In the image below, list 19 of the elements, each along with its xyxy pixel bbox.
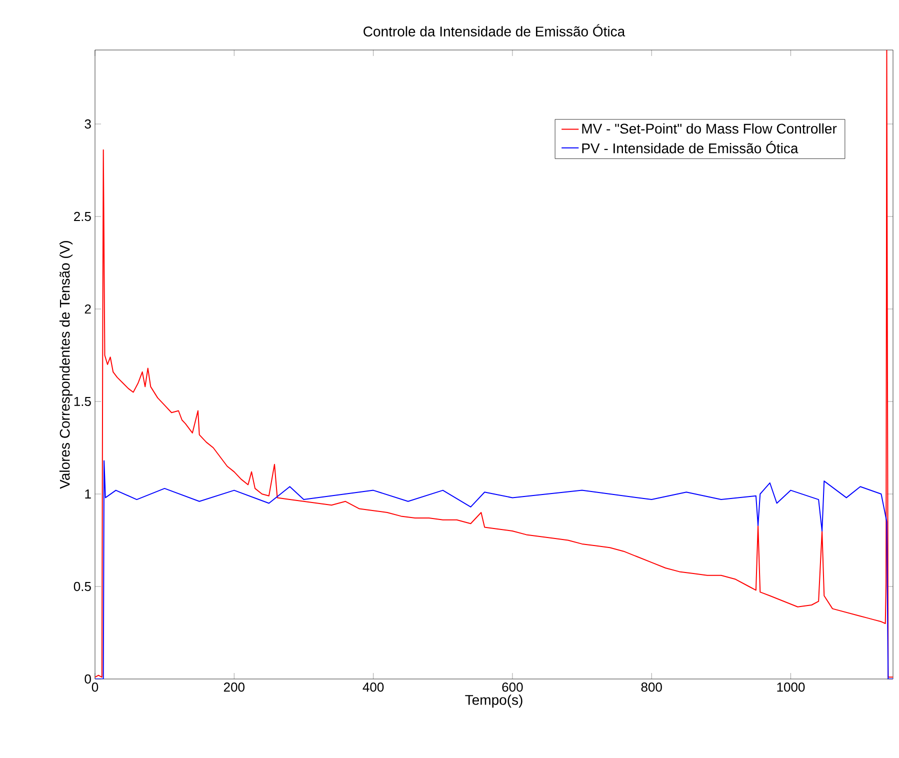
- x-axis-title: Tempo(s): [465, 694, 522, 708]
- legend-label: MV - "Set-Point" do Mass Flow Controller: [582, 123, 837, 134]
- x-tick-label: 1000: [777, 682, 805, 692]
- x-tick-label: 800: [641, 682, 662, 692]
- y-tick-label: 0.5: [74, 582, 91, 592]
- x-tick-label: 600: [502, 682, 523, 692]
- x-tick-label: 0: [92, 682, 98, 692]
- y-tick-label: 0: [84, 674, 91, 684]
- y-tick-label: 1: [85, 490, 91, 498]
- y-axis-title: Valores Correspondentes de Tensão (V): [59, 241, 73, 489]
- chart-title: Controle da Intensidade de Emissão Ótica: [364, 24, 626, 36]
- legend-label: PV - Intensidade de Emissão Ótica: [582, 141, 798, 154]
- line-series: [95, 460, 894, 679]
- y-tick-label: 2: [84, 304, 91, 314]
- y-tick-label: 3: [84, 119, 91, 129]
- y-tick-label: 2.5: [74, 212, 91, 222]
- y-tick-label: 1.5: [74, 396, 91, 406]
- x-tick-label: 200: [224, 682, 244, 692]
- x-tick-label: 400: [362, 682, 384, 692]
